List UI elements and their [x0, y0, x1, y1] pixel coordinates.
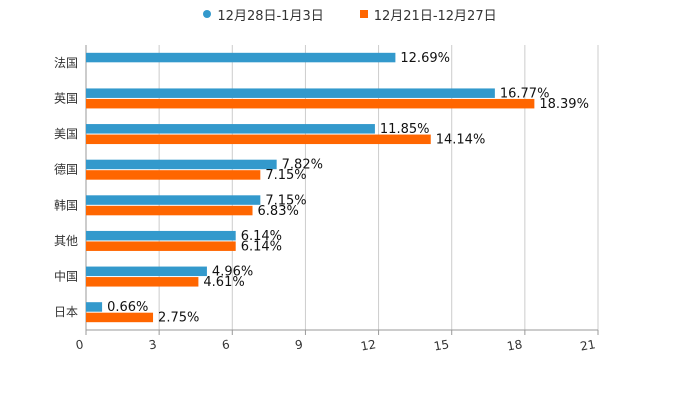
bar-series-2 [86, 241, 236, 251]
x-tick-label: 12 [360, 337, 377, 353]
y-category-label: 法国 [54, 56, 78, 70]
y-category-label: 其他 [54, 234, 78, 248]
y-category-label: 韩国 [54, 197, 78, 212]
data-label: 7.15% [265, 193, 306, 208]
bar-series-1 [86, 266, 207, 277]
y-category-label: 德国 [54, 162, 78, 177]
bar-series-1 [86, 52, 396, 63]
x-tick-label: 3 [148, 337, 158, 352]
legend-item-series-2[interactable]: 12月21日-12月27日 [359, 5, 497, 24]
data-label: 7.15% [265, 168, 306, 183]
y-category-label: 美国 [54, 127, 78, 141]
x-tick-label: 21 [579, 337, 596, 353]
y-category-label: 中国 [54, 269, 78, 284]
y-category-label: 日本 [54, 305, 78, 319]
data-label: 6.14% [241, 229, 282, 244]
bar-series-2 [86, 134, 431, 145]
bar-series-2 [86, 312, 154, 323]
legend-item-series-1[interactable]: 12月28日-1月3日 [203, 5, 324, 24]
bar-series-1 [86, 124, 375, 134]
data-label: 18.39% [539, 97, 589, 112]
bar-series-2 [86, 170, 261, 180]
x-tick-label: 15 [433, 337, 450, 353]
bar-series-1 [86, 302, 103, 312]
data-label: 6.83% [258, 204, 299, 219]
y-category-label: 英国 [54, 91, 78, 105]
x-tick-label: 6 [221, 337, 231, 352]
data-label: 12.69% [400, 51, 450, 66]
bar-series-1 [86, 159, 277, 170]
x-tick-label: 9 [294, 337, 304, 352]
bar-series-2 [86, 277, 199, 287]
bar-series-2 [86, 205, 253, 216]
bar-series-1 [86, 88, 495, 98]
bar-series-1 [86, 230, 236, 241]
data-label: 16.77% [500, 86, 550, 101]
x-tick-label: 0 [75, 337, 85, 352]
legend-marker-series-2 [359, 10, 368, 18]
bar-series-1 [86, 195, 261, 205]
data-label: 4.96% [212, 265, 253, 280]
legend: 12月28日-1月3日 12月21日-12月27日 [0, 4, 700, 24]
legend-marker-series-1 [203, 10, 212, 18]
x-tick-label: 18 [506, 337, 523, 353]
data-label: 11.85% [380, 122, 430, 137]
data-label: 4.61% [203, 275, 244, 290]
data-label: 0.66% [107, 300, 148, 315]
bar-series-2 [86, 98, 535, 109]
data-label: 6.14% [241, 239, 282, 254]
legend-label-series-1: 12月28日-1月3日 [217, 8, 324, 24]
data-label: 2.75% [158, 311, 199, 326]
data-label: 14.14% [436, 133, 486, 148]
data-label: 7.82% [282, 158, 323, 173]
legend-label-series-2: 12月21日-12月27日 [373, 8, 497, 24]
